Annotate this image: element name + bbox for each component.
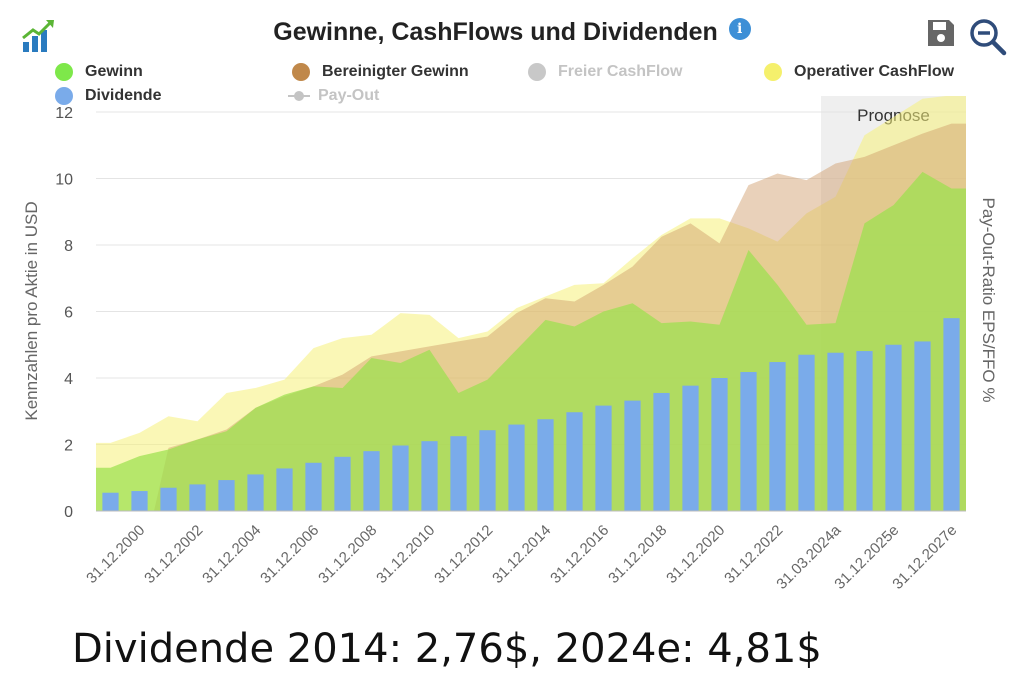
y-tick-label: 12	[55, 105, 73, 122]
y-tick-label: 4	[64, 371, 73, 388]
dividend-bar[interactable]	[566, 412, 583, 511]
legend-label: Operativer CashFlow	[794, 63, 955, 80]
dividend-bar[interactable]	[392, 445, 409, 511]
x-tick-label: 31.12.2020	[663, 522, 728, 587]
legend-item-pay-out[interactable]: Pay-Out	[288, 87, 379, 105]
legend-swatch	[55, 87, 73, 105]
dividend-bar[interactable]	[334, 456, 351, 511]
y-tick-label: 8	[64, 238, 73, 255]
dividend-bar[interactable]	[160, 487, 177, 511]
legend-label: Bereinigter Gewinn	[322, 63, 469, 80]
dividend-bar[interactable]	[363, 451, 380, 511]
dividend-bar[interactable]	[218, 480, 235, 511]
legend-label: Freier CashFlow	[558, 63, 683, 80]
legend-swatch	[55, 63, 73, 81]
dividend-bar[interactable]	[131, 491, 148, 511]
y-tick-label: 2	[64, 438, 73, 455]
dividend-bar[interactable]	[508, 424, 525, 511]
dividend-bar[interactable]	[914, 341, 931, 511]
legend-item-dividende[interactable]: Dividende	[55, 87, 161, 105]
x-tick-label: 31.12.2014	[489, 522, 554, 587]
dividend-bar[interactable]	[711, 378, 728, 511]
x-tick-label: 31.12.2006	[257, 522, 322, 587]
zoom-out-icon[interactable]	[968, 17, 1008, 57]
legend-item-freier-cashflow[interactable]: Freier CashFlow	[528, 63, 682, 81]
legend-item-operativer-cashflow[interactable]: Operativer CashFlow	[764, 63, 954, 81]
dividend-bar[interactable]	[305, 462, 322, 511]
dividend-bar[interactable]	[682, 385, 699, 511]
legend-label: Pay-Out	[318, 87, 380, 104]
dividend-bar[interactable]	[624, 400, 641, 511]
dividend-bar[interactable]	[450, 436, 467, 511]
save-icon[interactable]	[925, 17, 957, 49]
x-tick-label: 31.12.2016	[547, 522, 612, 587]
dividend-bar[interactable]	[102, 492, 119, 511]
legend-label: Dividende	[85, 87, 162, 104]
dividend-bar[interactable]	[769, 362, 786, 511]
x-tick-label: 31.12.2000	[83, 522, 148, 587]
chart-title: Gewinne, CashFlows und Dividenden i	[0, 18, 1024, 47]
y-tick-label: 6	[64, 305, 73, 322]
dividend-bar[interactable]	[943, 318, 960, 511]
dividend-bar[interactable]	[740, 372, 757, 511]
x-tick-label: 31.12.2008	[315, 522, 380, 587]
y-tick-label: 0	[64, 504, 73, 521]
legend-swatch	[288, 91, 310, 101]
dividend-bar[interactable]	[885, 344, 902, 511]
dividend-bar[interactable]	[276, 468, 293, 511]
legend-item-gewinn[interactable]: Gewinn	[55, 63, 143, 81]
dividend-bar[interactable]	[827, 352, 844, 511]
dividend-bar[interactable]	[189, 484, 206, 511]
legend-swatch	[764, 63, 782, 81]
x-tick-label: 31.12.2010	[373, 522, 438, 587]
dividend-bar[interactable]	[798, 354, 815, 511]
legend-swatch	[292, 63, 310, 81]
legend-label: Gewinn	[85, 63, 143, 80]
x-tick-label: 31.12.2002	[141, 522, 206, 587]
trend-chart-icon	[20, 18, 56, 54]
info-icon[interactable]: i	[728, 18, 751, 40]
legend-swatch	[528, 63, 546, 81]
x-tick-label: 31.12.2004	[199, 522, 264, 587]
y-tick-label: 10	[55, 172, 73, 189]
x-tick-label: 31.12.2012	[431, 522, 496, 587]
dividend-bar[interactable]	[247, 474, 264, 511]
dividend-caption: Dividende 2014: 2,76$, 2024e: 4,81$	[72, 626, 822, 672]
legend-item-bereinigter-gewinn[interactable]: Bereinigter Gewinn	[292, 63, 469, 81]
dividend-bar[interactable]	[595, 405, 612, 511]
dividend-bar[interactable]	[856, 351, 873, 511]
dividend-bar[interactable]	[479, 430, 496, 511]
dividend-bar[interactable]	[537, 419, 554, 511]
dividend-bar[interactable]	[653, 392, 670, 511]
dividend-bar[interactable]	[421, 441, 438, 511]
x-tick-label: 31.12.2018	[605, 522, 670, 587]
